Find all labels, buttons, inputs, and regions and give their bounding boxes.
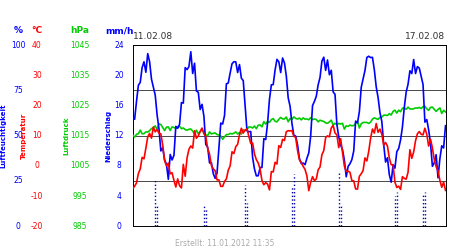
Text: -20: -20: [31, 222, 43, 231]
Text: 0: 0: [16, 222, 20, 231]
Text: 985: 985: [73, 222, 87, 231]
Text: 4: 4: [117, 192, 122, 200]
Text: Erstellt: 11.01.2012 11:35: Erstellt: 11.01.2012 11:35: [176, 238, 274, 248]
Text: 1005: 1005: [70, 161, 90, 170]
Text: Luftdruck: Luftdruck: [63, 116, 70, 155]
Text: 0: 0: [117, 222, 122, 231]
Text: 10: 10: [32, 131, 42, 140]
Text: °C: °C: [32, 26, 42, 35]
Text: 20: 20: [114, 71, 124, 80]
Text: 25: 25: [13, 176, 23, 186]
Text: 1035: 1035: [70, 71, 90, 80]
Text: 100: 100: [11, 40, 25, 50]
Text: hPa: hPa: [71, 26, 90, 35]
Text: %: %: [14, 26, 22, 35]
Text: -10: -10: [31, 192, 43, 200]
Text: 50: 50: [13, 131, 23, 140]
Text: 1025: 1025: [71, 101, 90, 110]
Text: mm/h: mm/h: [105, 26, 134, 35]
Text: 40: 40: [32, 40, 42, 50]
Text: 8: 8: [117, 161, 122, 170]
Text: 12: 12: [114, 131, 124, 140]
Text: 0: 0: [35, 161, 39, 170]
Text: 24: 24: [114, 40, 124, 50]
Text: 16: 16: [114, 101, 124, 110]
Text: 75: 75: [13, 86, 23, 95]
Text: 11.02.08: 11.02.08: [133, 32, 173, 41]
Text: 20: 20: [32, 101, 42, 110]
Text: Niederschlag: Niederschlag: [105, 110, 111, 162]
Text: 1045: 1045: [70, 40, 90, 50]
Text: 17.02.08: 17.02.08: [405, 32, 446, 41]
Text: Luftfeuchtigkeit: Luftfeuchtigkeit: [0, 104, 6, 168]
Text: 1015: 1015: [71, 131, 90, 140]
Text: 995: 995: [73, 192, 87, 200]
Text: 30: 30: [32, 71, 42, 80]
Text: Temperatur: Temperatur: [21, 112, 27, 159]
